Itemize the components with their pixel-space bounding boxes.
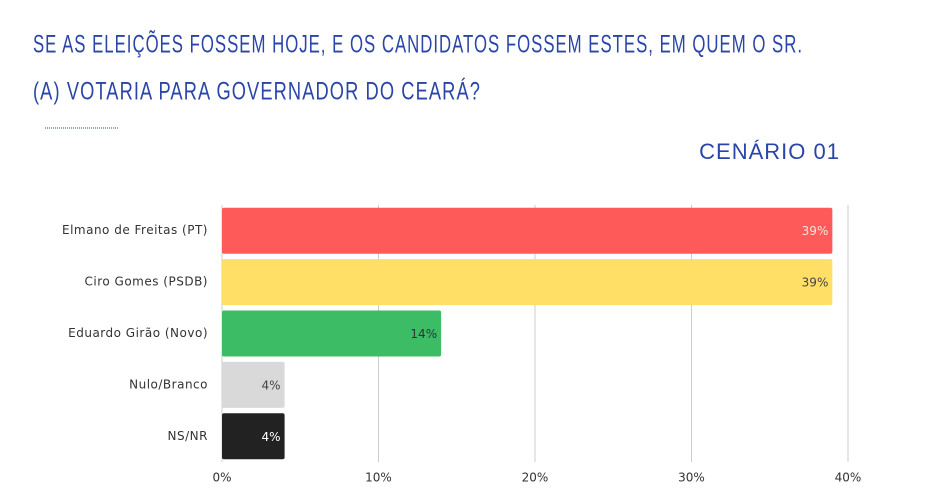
x-tick-label: 10% xyxy=(365,471,392,485)
value-label: 39% xyxy=(802,224,829,238)
chart-title: SE AS ELEIÇÕES FOSSEM HOJE, E OS CANDIDA… xyxy=(33,30,803,59)
bar xyxy=(222,361,285,408)
value-label: 4% xyxy=(262,378,281,392)
chart-title-line: (A) VOTARIA PARA GOVERNADOR DO CEARÁ? xyxy=(33,77,481,106)
bar xyxy=(222,259,833,306)
x-tick-label: 0% xyxy=(212,471,231,485)
x-tick-label: 20% xyxy=(522,471,549,485)
value-label: 14% xyxy=(410,327,437,341)
y-tick-label: Elmano de Freitas (PT) xyxy=(62,223,208,237)
chart-subtitle: CENÁRIO 01 xyxy=(699,139,840,164)
y-tick-label: NS/NR xyxy=(168,429,208,443)
x-tick-label: 30% xyxy=(678,471,705,485)
value-label: 4% xyxy=(262,430,281,444)
value-label: 39% xyxy=(802,276,829,290)
y-tick-label: Ciro Gomes (PSDB) xyxy=(84,275,208,289)
bar xyxy=(222,310,442,357)
y-tick-label: Nulo/Branco xyxy=(129,377,208,391)
bar xyxy=(222,413,285,460)
bar xyxy=(222,207,833,254)
y-tick-label: Eduardo Girão (Novo) xyxy=(68,326,208,340)
x-tick-label: 40% xyxy=(835,471,862,485)
